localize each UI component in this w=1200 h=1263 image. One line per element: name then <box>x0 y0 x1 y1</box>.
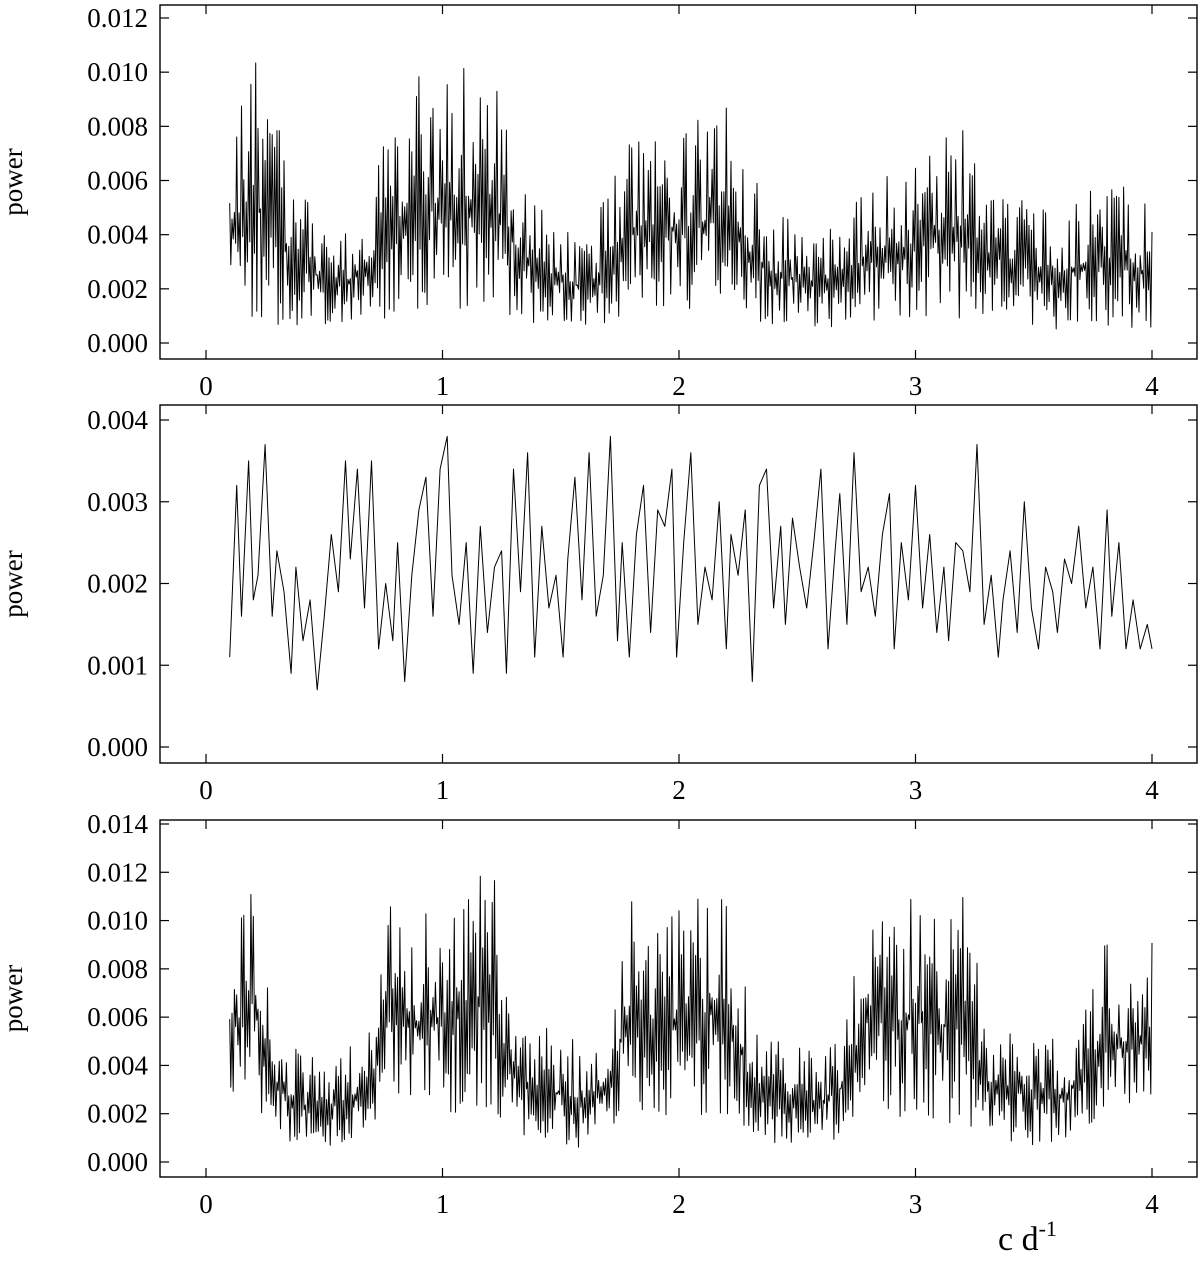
x-tick-label: 3 <box>909 1189 923 1219</box>
x-tick-label: 1 <box>436 775 450 805</box>
panel-middle: 0 1 2 3 4 0.000 0.001 0.002 0.003 0.004 power <box>0 404 1198 805</box>
y-tick-label: 0.004 <box>87 1050 148 1080</box>
y-tick-label: 0.010 <box>87 906 148 936</box>
y-tick-label: 0.000 <box>87 328 148 358</box>
x-tick-label: 0 <box>199 1189 213 1219</box>
y-tick-label: 0.002 <box>87 274 148 304</box>
x-unit-label: c d-1 <box>998 1216 1057 1258</box>
y-tick-label: 0.006 <box>87 166 148 196</box>
x-tick-label: 1 <box>436 371 450 401</box>
y-tick-label: 0.014 <box>87 809 148 839</box>
series-line <box>229 62 1153 330</box>
panel-bottom: 0 1 2 3 4 0.000 0.002 0.004 0.006 0.008 0.010 0.012… <box>0 809 1198 1219</box>
plot-frame <box>159 4 1198 360</box>
x-tick-label: 2 <box>672 371 686 401</box>
x-tick-label: 0 <box>199 775 213 805</box>
x-unit-base: c d <box>998 1221 1039 1258</box>
x-tick-label: 4 <box>1145 775 1159 805</box>
x-tick-label: 0 <box>199 371 213 401</box>
x-unit-superscript: -1 <box>1039 1216 1057 1241</box>
x-tick-label: 4 <box>1145 371 1159 401</box>
y-tick-label: 0.008 <box>87 111 148 141</box>
y-tick-label: 0.012 <box>87 3 148 33</box>
x-tick-label: 2 <box>672 1189 686 1219</box>
x-tick-label: 1 <box>436 1189 450 1219</box>
y-tick-label: 0.002 <box>87 1099 148 1129</box>
y-axis-label: power <box>0 550 28 617</box>
y-axis-label: power <box>0 965 28 1032</box>
y-tick-label: 0.003 <box>87 487 148 517</box>
y-tick-label: 0.000 <box>87 1147 148 1177</box>
y-tick-label: 0.006 <box>87 1002 148 1032</box>
y-tick-label: 0.000 <box>87 732 148 762</box>
y-axis-label: power <box>0 148 28 215</box>
x-tick-label: 3 <box>909 371 923 401</box>
series-line <box>229 435 1153 691</box>
x-tick-label: 2 <box>672 775 686 805</box>
y-tick-label: 0.002 <box>87 569 148 599</box>
y-tick-label: 0.012 <box>87 857 148 887</box>
panel-top: 0 1 2 3 4 0.000 0.002 0.004 0.006 0.008 0.010 0.012… <box>0 3 1198 401</box>
plot-frame <box>159 404 1198 764</box>
x-tick-label: 3 <box>909 775 923 805</box>
y-tick-label: 0.008 <box>87 954 148 984</box>
y-tick-label: 0.010 <box>87 57 148 87</box>
y-tick-label: 0.004 <box>87 220 148 250</box>
y-tick-label: 0.001 <box>87 650 148 680</box>
series-line <box>229 875 1153 1148</box>
x-tick-label: 4 <box>1145 1189 1159 1219</box>
y-tick-label: 0.004 <box>87 405 148 435</box>
